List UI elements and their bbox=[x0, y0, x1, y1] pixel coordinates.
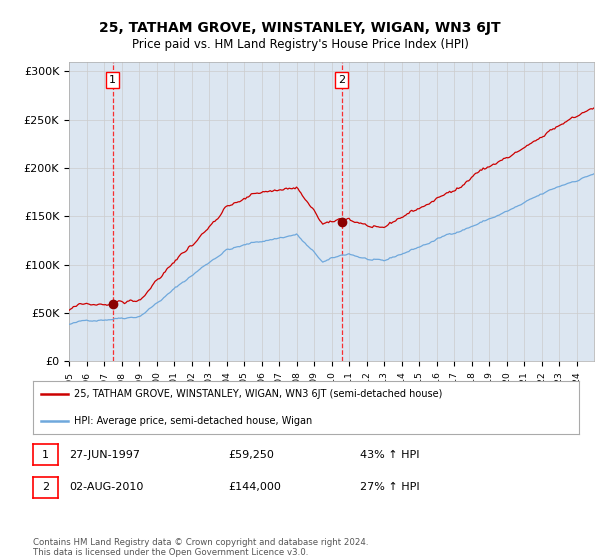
Text: £144,000: £144,000 bbox=[228, 482, 281, 492]
Text: £59,250: £59,250 bbox=[228, 450, 274, 460]
Text: 2: 2 bbox=[338, 75, 345, 85]
Text: Contains HM Land Registry data © Crown copyright and database right 2024.
This d: Contains HM Land Registry data © Crown c… bbox=[33, 538, 368, 557]
Text: 27% ↑ HPI: 27% ↑ HPI bbox=[360, 482, 419, 492]
Text: 2: 2 bbox=[42, 482, 49, 492]
Text: 27-JUN-1997: 27-JUN-1997 bbox=[69, 450, 140, 460]
Text: 02-AUG-2010: 02-AUG-2010 bbox=[69, 482, 143, 492]
Text: 1: 1 bbox=[109, 75, 116, 85]
Text: HPI: Average price, semi-detached house, Wigan: HPI: Average price, semi-detached house,… bbox=[74, 416, 312, 426]
Text: 25, TATHAM GROVE, WINSTANLEY, WIGAN, WN3 6JT: 25, TATHAM GROVE, WINSTANLEY, WIGAN, WN3… bbox=[99, 21, 501, 35]
Text: 1: 1 bbox=[42, 450, 49, 460]
Text: 43% ↑ HPI: 43% ↑ HPI bbox=[360, 450, 419, 460]
Text: 25, TATHAM GROVE, WINSTANLEY, WIGAN, WN3 6JT (semi-detached house): 25, TATHAM GROVE, WINSTANLEY, WIGAN, WN3… bbox=[74, 389, 442, 399]
Text: Price paid vs. HM Land Registry's House Price Index (HPI): Price paid vs. HM Land Registry's House … bbox=[131, 38, 469, 51]
